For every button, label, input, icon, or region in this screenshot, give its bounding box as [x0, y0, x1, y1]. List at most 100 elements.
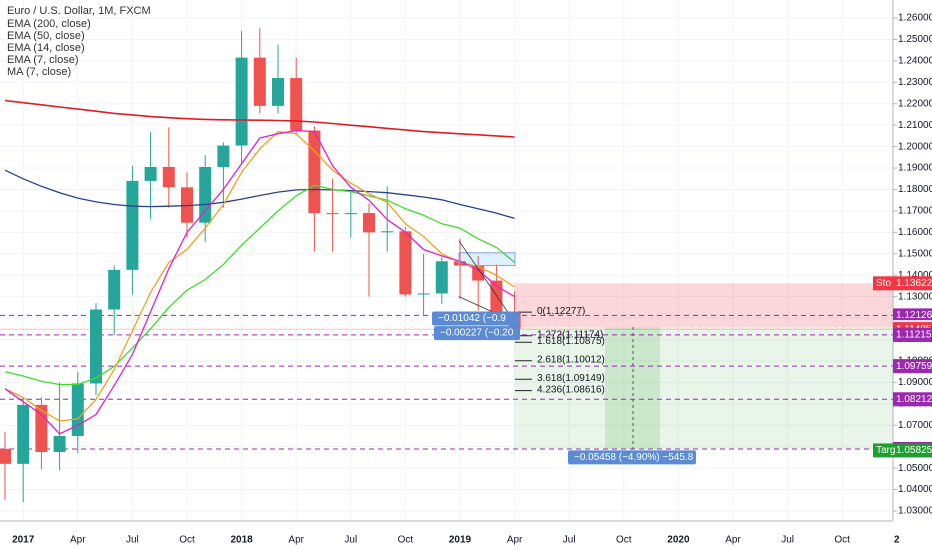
candle-body — [71, 383, 84, 436]
side-tag-label: Sto — [876, 278, 891, 289]
price-label-box — [893, 276, 932, 291]
candle-body — [90, 309, 102, 384]
price-label: 1.12126 — [896, 310, 932, 321]
y-tick-label: 1.18000 — [898, 184, 932, 195]
legend-entry: MA (7, close) — [7, 66, 71, 78]
candle-body — [253, 57, 266, 106]
candle-body — [308, 130, 321, 214]
price-label-box — [893, 443, 932, 458]
candle-body — [108, 269, 121, 310]
legend-entry: EMA (7, close) — [7, 54, 79, 66]
stop-zone — [514, 283, 893, 328]
y-tick-label: 1.16000 — [898, 227, 932, 238]
price-label: 1.08212 — [896, 394, 932, 405]
candle-body — [381, 231, 394, 233]
y-tick-label: 1.24000 — [898, 56, 932, 67]
indicator-line — [4, 169, 515, 220]
candle-body — [290, 78, 303, 131]
candle-body — [0, 448, 11, 464]
y-tick-label: 1.20000 — [898, 141, 932, 152]
legend-entry: EMA (50, close) — [7, 30, 85, 42]
chart-title: Euro / U.S. Dollar, 1M, FXCM — [7, 5, 151, 17]
legend: Euro / U.S. Dollar, 1M, FXCM EMA (200, c… — [7, 5, 151, 78]
price-label-box — [893, 327, 932, 342]
fib-label: 1.272(1.11174) — [537, 329, 603, 340]
candle-body — [217, 145, 230, 167]
measure-box — [432, 311, 520, 326]
x-tick-label: 2017 — [12, 535, 35, 546]
candle-body — [326, 213, 339, 215]
fib-label: 3.618(1.09149) — [537, 373, 605, 384]
y-tick-label: 1.03000 — [898, 506, 932, 517]
x-tick-label: 2 — [894, 535, 900, 546]
target-zone — [514, 327, 893, 450]
fib-label: 0(1.12277) — [537, 306, 585, 317]
candle-body — [472, 265, 485, 281]
time-axis-panel — [0, 521, 932, 550]
y-tick-label: 1.17000 — [898, 206, 932, 217]
plot — [0, 27, 521, 503]
x-tick-label: Apr — [507, 535, 523, 546]
pattern-box — [458, 252, 516, 267]
x-tick-label: Apr — [725, 535, 741, 546]
y-tick-label: 1.23000 — [898, 77, 932, 88]
legend-entry: EMA (14, close) — [7, 42, 85, 54]
x-tick-label: Jul — [563, 535, 576, 546]
measure-label: −0.05458 (−4.90%) −545.8 — [574, 452, 694, 463]
y-tick-label: 1.21000 — [898, 120, 932, 131]
candle-body — [417, 293, 430, 295]
indicator-line — [4, 99, 515, 138]
x-tick-label: 2020 — [667, 535, 690, 546]
indicator-line — [4, 130, 515, 422]
candle-body — [17, 404, 30, 464]
measure-label: −0.00227 (−0.20 — [440, 328, 514, 339]
measure-label: −0.01042 (−0.9 — [438, 313, 506, 324]
y-tick-label: 1.14000 — [898, 270, 932, 281]
y-tick-label: 1.15000 — [898, 248, 932, 259]
measure-box — [568, 450, 696, 465]
y-tick-label: 1.07000 — [898, 420, 932, 431]
overlay: 0(1.12277) 1.272(1.11174)1.618(1.10875) 2.… — [432, 240, 696, 465]
y-tick-label: 1.04000 — [898, 484, 932, 495]
candle-body — [272, 78, 284, 106]
x-tick-label: Jul — [781, 535, 794, 546]
x-tick-label: Oct — [616, 535, 632, 546]
side-tag-label: Targ — [876, 445, 895, 456]
price-label: 1.11215 — [896, 330, 932, 341]
x-tick-label: Apr — [288, 535, 304, 546]
y-tick-label: 1.13000 — [898, 291, 932, 302]
x-tick-label: Oct — [398, 535, 414, 546]
x-tick-label: Oct — [834, 535, 850, 546]
price-label-box — [893, 308, 932, 323]
indicator-line — [4, 129, 515, 435]
y-tick-label: 1.19000 — [898, 163, 932, 174]
y-tick-label: 1.09000 — [898, 377, 932, 388]
y-tick-label: 1.25000 — [898, 34, 932, 45]
candle-body — [126, 180, 139, 270]
y-tick-label: 1.26000 — [898, 13, 932, 24]
side-tag — [873, 443, 893, 458]
price-label: 1.09759 — [896, 361, 932, 372]
position-zones — [0, 283, 893, 450]
x-tick-label: 2018 — [230, 535, 253, 546]
measure-box — [434, 326, 520, 341]
x-tick-label: Jul — [126, 535, 139, 546]
fib-label: 1.618(1.10875) — [537, 336, 605, 347]
candle-body — [454, 261, 466, 266]
y-tick-label: 1.05000 — [898, 463, 932, 474]
candle-body — [199, 166, 212, 223]
indicator-line — [4, 184, 516, 386]
candle-body — [235, 57, 248, 146]
x-tick-label: Jul — [344, 535, 357, 546]
price-label-box — [893, 359, 932, 374]
price-label-box — [893, 392, 932, 407]
candle-body — [399, 231, 412, 295]
candle-body — [53, 435, 66, 453]
price-axis-panel — [893, 0, 932, 550]
x-tick-label: Apr — [70, 535, 86, 546]
candle-body — [35, 404, 48, 453]
y-tick-label: 1.22000 — [898, 98, 932, 109]
x-tick-label: Oct — [179, 535, 195, 546]
